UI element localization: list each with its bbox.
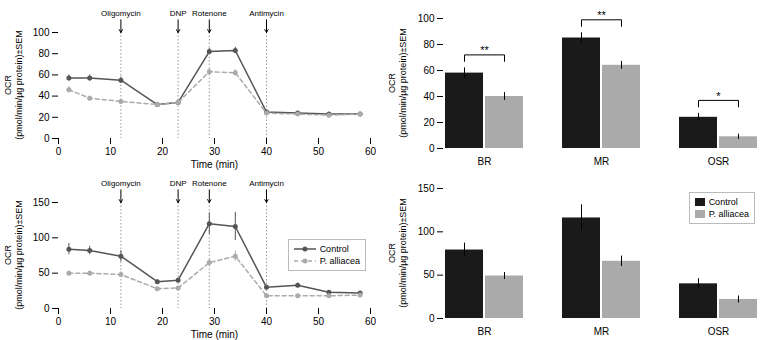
svg-text:Antimycin: Antimycin	[249, 9, 284, 18]
svg-text:40: 40	[261, 146, 273, 157]
svg-text:50: 50	[423, 269, 435, 280]
svg-text:Oligomycin: Oligomycin	[101, 9, 141, 18]
svg-text:BR: BR	[478, 156, 492, 167]
svg-text:30: 30	[209, 146, 221, 157]
svg-text:20: 20	[38, 112, 50, 123]
svg-text:150: 150	[418, 183, 435, 194]
svg-text:60: 60	[365, 146, 377, 157]
svg-text:DNP: DNP	[170, 9, 187, 18]
svg-text:**: **	[480, 44, 489, 56]
svg-text:Time (min): Time (min)	[191, 159, 238, 170]
html-text:Control: Control	[319, 244, 349, 254]
svg-text:20: 20	[157, 316, 169, 327]
svg-text:0: 0	[429, 313, 435, 324]
html-text:OCR (pmol/min/µg protein)±SEM: OCR (pmol/min/µg protein)±SEM	[3, 200, 24, 310]
svg-text:100: 100	[33, 232, 50, 243]
svg-text:Antimycin: Antimycin	[249, 179, 284, 188]
svg-text:100: 100	[418, 226, 435, 237]
svg-text:100: 100	[33, 27, 50, 38]
svg-text:60: 60	[38, 69, 50, 80]
svg-text:BR: BR	[478, 326, 492, 337]
svg-text:*: *	[716, 90, 721, 102]
svg-text:0: 0	[429, 143, 435, 154]
svg-text:10: 10	[105, 316, 117, 327]
svg-text:MR: MR	[594, 326, 610, 337]
html-text:OCR (pmol/min/µg protein)±SEM: OCR (pmol/min/µg protein)±SEM	[387, 28, 408, 138]
svg-text:0: 0	[44, 303, 50, 314]
svg-text:OSR: OSR	[708, 326, 730, 337]
svg-text:0: 0	[56, 316, 62, 327]
svg-text:40: 40	[38, 90, 50, 101]
svg-text:0: 0	[44, 133, 50, 144]
html-text:OCR (pmol/min/µg protein)±SEM: OCR (pmol/min/µg protein)±SEM	[387, 198, 408, 308]
svg-text:50: 50	[313, 146, 325, 157]
svg-text:MR: MR	[594, 156, 610, 167]
svg-text:Rotenone: Rotenone	[192, 179, 227, 188]
svg-text:100: 100	[418, 13, 435, 24]
html-text:P. alliacea: P. alliacea	[708, 209, 749, 219]
svg-text:150: 150	[33, 197, 50, 208]
svg-text:30: 30	[209, 316, 221, 327]
html-text:Control: Control	[708, 197, 738, 207]
svg-text:Rotenone: Rotenone	[192, 9, 227, 18]
svg-text:80: 80	[423, 39, 435, 50]
svg-text:**: **	[597, 9, 606, 21]
html-text:P. alliacea: P. alliacea	[319, 256, 360, 266]
svg-text:40: 40	[423, 91, 435, 102]
svg-text:60: 60	[365, 316, 377, 327]
svg-text:OSR: OSR	[708, 156, 730, 167]
svg-text:Oligomycin: Oligomycin	[101, 179, 141, 188]
svg-text:80: 80	[38, 48, 50, 59]
html-text:OCR (pmol/min/µg protein)±SEM: OCR (pmol/min/µg protein)±SEM	[3, 30, 24, 140]
svg-text:50: 50	[38, 267, 50, 278]
svg-text:50: 50	[313, 316, 325, 327]
svg-text:60: 60	[423, 65, 435, 76]
svg-text:DNP: DNP	[170, 179, 187, 188]
svg-text:40: 40	[261, 316, 273, 327]
svg-text:0: 0	[56, 146, 62, 157]
svg-text:10: 10	[105, 146, 117, 157]
svg-text:20: 20	[157, 146, 169, 157]
svg-text:Time (min): Time (min)	[191, 329, 238, 340]
svg-text:20: 20	[423, 117, 435, 128]
